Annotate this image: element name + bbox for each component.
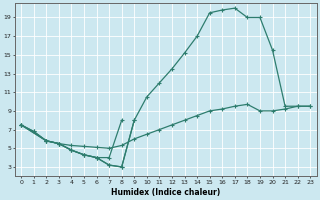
- X-axis label: Humidex (Indice chaleur): Humidex (Indice chaleur): [111, 188, 220, 197]
